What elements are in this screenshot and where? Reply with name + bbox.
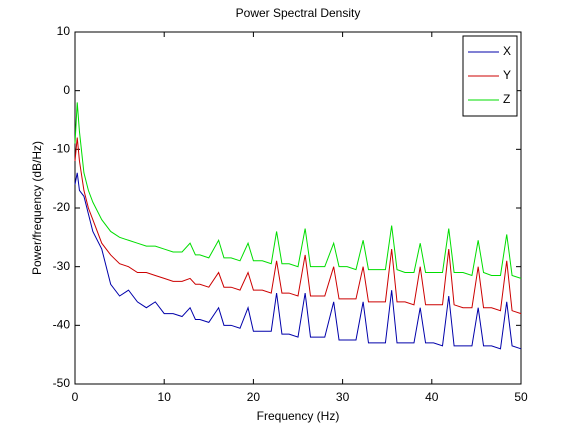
y-tick-label: -50 [53,376,71,390]
x-axis-label: Frequency (Hz) [257,409,340,423]
data-line [74,137,522,315]
data-line [74,172,522,350]
x-tick-label: 10 [158,390,172,404]
x-tick-label: 30 [336,390,350,404]
y-tick-label: -30 [53,259,71,273]
y-tick-label: -40 [53,318,71,332]
y-tick-label: -20 [53,200,71,214]
legend-label: Z [503,92,510,106]
y-tick-label: 0 [63,83,70,97]
legend-label: Y [503,68,511,82]
data-line [74,102,522,279]
legend-label: X [503,44,511,58]
x-tick-label: 40 [425,390,439,404]
x-tick-label: 50 [514,390,528,404]
y-tick-label: 10 [57,24,71,38]
x-tick-label: 0 [72,390,79,404]
x-tick-label: 20 [247,390,261,404]
chart-title: Power Spectral Density [236,6,361,20]
y-axis-label: Power/frequency (dB/Hz) [30,141,44,275]
y-tick-label: -10 [53,142,71,156]
